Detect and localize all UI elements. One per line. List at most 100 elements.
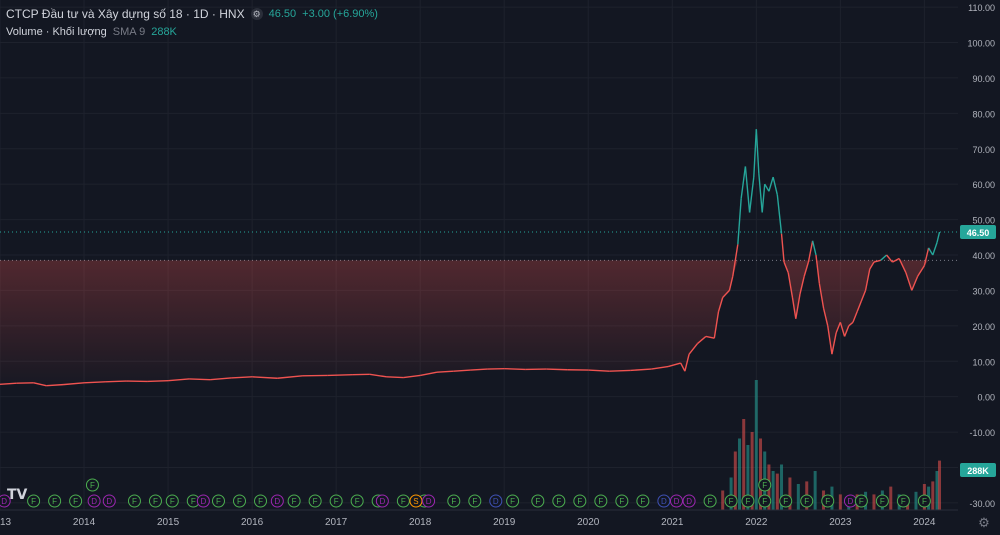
price-segment [848,321,854,327]
price-segment [753,129,758,178]
settings-icon[interactable]: ⚙ [250,8,263,20]
event-marker: F [69,494,83,508]
price-segment [827,325,833,355]
symbol-title[interactable]: CTCP Đầu tư và Xây dựng số 18 · 1D · HNX [6,7,245,21]
y-tick-label: 90.00 [972,74,995,84]
event-label: F [762,481,767,490]
event-label: F [556,497,561,506]
event-circle [468,494,482,508]
event-marker: D [657,494,671,508]
price-segment [105,380,127,383]
event-label: F [922,497,927,506]
event-marker: F [615,494,629,508]
price-segment [803,261,810,277]
event-circle [669,494,683,508]
volume-label[interactable]: Volume · Khối lượng [6,26,107,38]
price-tag-label: 46.50 [967,228,990,238]
event-marker: F [254,494,268,508]
price-change: +3.00 (+6.90%) [302,8,378,20]
event-marker: F [396,494,410,508]
event-marker: F [724,494,738,508]
price-segment [761,184,766,213]
event-marker: F [854,494,868,508]
event-label: F [334,497,339,506]
price-segment [436,370,454,373]
volume-bar [813,471,817,510]
event-circle [27,494,41,508]
event-circle [422,494,436,508]
gear-icon[interactable]: ⚙ [978,515,990,530]
event-label: D [493,497,499,506]
event-marker: F [552,494,566,508]
tradingview-logo-icon[interactable]: TV [7,487,28,503]
price-segment [504,367,526,371]
event-label: D [661,497,667,506]
event-circle [506,494,520,508]
event-circle [148,494,162,508]
event-label: D [274,497,280,506]
event-marker: F [308,494,322,508]
event-label: F [804,497,809,506]
event-marker: D [270,494,284,508]
volume-bar [872,494,876,510]
event-circle [875,494,889,508]
price-line [0,129,941,387]
x-tick-label: 2016 [241,517,264,528]
price-segment [470,368,488,371]
price-segment [688,343,699,355]
price-segment [852,311,858,323]
time-axis: 2013 2014 2015 2016 2017 2018 2019 2020 2021 2022… [0,509,958,528]
event-label: F [859,497,864,506]
y-tick-label: 0.00 [977,393,995,403]
event-circle [48,494,62,508]
event-marker: F [531,494,545,508]
volume-tag [960,463,996,477]
event-circle [741,494,755,508]
price-segment [831,332,837,355]
event-marker: D [682,494,696,508]
price-segment [189,378,211,381]
event-label: F [783,497,788,506]
price-segment [869,261,875,270]
price-segment [755,129,760,174]
volume-bar [759,438,763,510]
price-segment [768,176,774,192]
event-marker: D [87,494,101,508]
price-segment [327,374,353,377]
price-segment [795,293,801,319]
event-label: F [472,497,477,506]
event-label: D [1,497,7,506]
price-segment [748,177,755,213]
last-price: 46.50 [268,8,297,20]
price-segment [728,276,734,291]
event-label: F [31,497,36,506]
price-segment [705,335,715,339]
event-circle [724,494,738,508]
event-label: S [413,497,418,506]
price-tag [960,224,996,239]
event-label: D [379,497,385,506]
volume-bar [771,471,775,510]
price-segment [905,272,913,291]
x-tick-label: 2013 [0,517,12,528]
x-tick-label: 2024 [913,517,936,528]
price-segment [880,254,888,261]
chart-legend: CTCP Đầu tư và Xây dựng số 18 · 1D · HNX… [6,5,378,41]
volume-bar [914,491,918,510]
price-segment [403,374,421,379]
price-segment [860,290,867,302]
price-segment [776,194,783,234]
event-circle [758,494,772,508]
y-tick-label: -30.00 [969,499,995,509]
price-segment [420,371,438,377]
event-circle [396,494,410,508]
volume-bar [931,481,935,510]
price-segment [780,233,785,263]
event-circle [552,494,566,508]
event-marker: D [196,494,210,508]
area-fill [0,260,940,386]
price-segment [818,283,825,309]
event-circle [375,494,389,508]
price-segment [799,276,805,295]
